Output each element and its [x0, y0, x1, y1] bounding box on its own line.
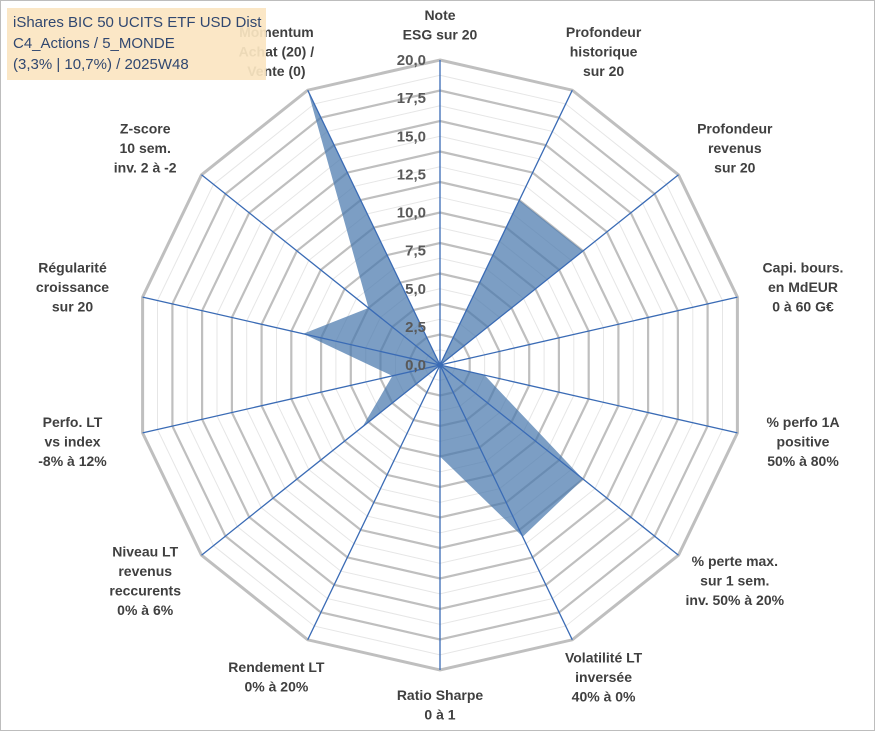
title-line-category: C4_Actions / 5_MONDE	[13, 35, 175, 52]
axis-label-line: historique	[570, 44, 638, 60]
series-area	[303, 90, 584, 537]
axis-label-line: 0% à 6%	[117, 602, 174, 618]
axis-label: % perfo 1A positive 50% à 80%	[766, 414, 839, 469]
axis-label-line: Rendement LT	[228, 659, 325, 675]
tick-label: 20,0	[397, 52, 426, 69]
axis-spoke	[307, 89, 441, 366]
axis-label-line: en MdEUR	[768, 279, 838, 295]
axis-label-line: inversée	[575, 669, 632, 685]
title-line-fund: iShares BIC 50 UCITS ETF USD Dist	[13, 14, 262, 31]
tick-label: 5,0	[405, 281, 426, 298]
radar-series	[303, 90, 584, 537]
axis-label: Profondeur revenus sur 20	[697, 120, 773, 175]
axis-label: Profondeur historique sur 20	[566, 24, 642, 79]
axis-spoke	[439, 364, 738, 434]
axis-label: Note ESG sur 20	[403, 7, 478, 43]
axis-spoke	[142, 364, 441, 434]
axis-label: Capi. bours. en MdEUR 0 à 60 G€	[763, 260, 844, 315]
axis-label: Régularité croissance sur 20	[36, 260, 109, 315]
axis-label-line: Capi. bours.	[763, 260, 844, 276]
axis-label: Ratio Sharpe 0 à 1	[397, 687, 484, 723]
axis-label-line: inv. 2 à -2	[114, 159, 177, 175]
axis-label-line: sur 20	[714, 159, 755, 175]
tick-label: 7,5	[405, 243, 426, 260]
axis-label-line: inv. 50% à 20%	[686, 592, 785, 608]
axis-label: Perfo. LT vs index -8% à 12%	[38, 414, 107, 469]
axis-spoke	[142, 296, 441, 366]
axis-spoke	[439, 174, 679, 366]
tick-label: 15,0	[397, 128, 426, 145]
tick-label: 12,5	[397, 166, 426, 183]
axis-label-line: Perfo. LT	[43, 414, 103, 430]
axis-label: Volatilité LT inversée 40% à 0%	[565, 649, 643, 704]
axis-label-line: reccurents	[109, 582, 181, 598]
axis-label-line: % perte max.	[692, 553, 778, 569]
axis-label: Rendement LT 0% à 20%	[228, 659, 325, 695]
axis-label-line: revenus	[708, 140, 762, 156]
axis-label-line: 0 à 60 G€	[772, 299, 834, 315]
axis-label-line: positive	[777, 434, 830, 450]
radial-tick-labels: 0,0 2,5 5,0 7,5 10,0 12,5 15,0 17,5 20,0	[397, 52, 426, 374]
axis-spoke	[439, 296, 738, 366]
axis-label-line: vs index	[44, 434, 100, 450]
tick-label: 10,0	[397, 205, 426, 222]
axis-label: Niveau LT revenus reccurents 0% à 6%	[109, 543, 181, 618]
tick-label: 0,0	[405, 357, 426, 374]
axis-spoke	[201, 364, 441, 556]
axis-spoke	[439, 89, 573, 366]
axis-label-line: Niveau LT	[112, 543, 178, 559]
axis-label-line: Régularité	[38, 260, 107, 276]
axis-label: Z-score 10 sem. inv. 2 à -2	[114, 120, 177, 175]
axis-label-line: 10 sem.	[120, 140, 171, 156]
radar-spokes	[142, 60, 738, 670]
axis-label-line: sur 20	[583, 63, 624, 79]
axis-label-line: sur 1 sem.	[700, 573, 769, 589]
axis-label-line: revenus	[118, 563, 172, 579]
axis-spoke	[439, 364, 573, 641]
axis-label-line: 40% à 0%	[572, 688, 636, 704]
axis-label-line: Profondeur	[566, 24, 642, 40]
axis-label-line: 50% à 80%	[767, 453, 839, 469]
chart-title-box: iShares BIC 50 UCITS ETF USD Dist C4_Act…	[7, 8, 266, 80]
axis-label-line: Ratio Sharpe	[397, 687, 484, 703]
title-line-period: (3,3% | 10,7%) / 2025W48	[13, 56, 189, 73]
axis-label-line: Volatilité LT	[565, 649, 643, 665]
axis-label-line: Profondeur	[697, 120, 773, 136]
axis-label-line: 0 à 1	[424, 707, 455, 723]
axis-label-line: 0% à 20%	[244, 679, 308, 695]
axis-spoke	[307, 364, 441, 641]
tick-label: 2,5	[405, 319, 426, 336]
axis-label: % perte max. sur 1 sem. inv. 50% à 20%	[686, 553, 785, 608]
axis-spoke	[439, 364, 679, 556]
tick-label: 17,5	[397, 90, 426, 107]
axis-label-line: ESG sur 20	[403, 27, 478, 43]
axis-label-line: Note	[424, 7, 455, 23]
axis-label-line: croissance	[36, 279, 109, 295]
axis-label-line: -8% à 12%	[38, 453, 107, 469]
axis-spoke	[201, 174, 441, 366]
axis-label-line: sur 20	[52, 299, 93, 315]
axis-label-line: % perfo 1A	[766, 414, 839, 430]
axis-label-line: Z-score	[120, 120, 171, 136]
